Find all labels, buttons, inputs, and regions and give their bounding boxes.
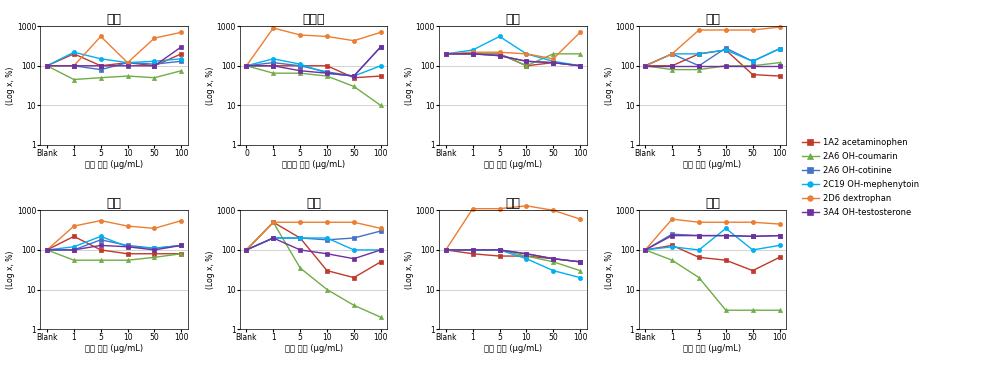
X-axis label: 건강 농도 (μg/mL): 건강 농도 (μg/mL) (683, 160, 742, 169)
Y-axis label: (Log x, %): (Log x, %) (405, 67, 414, 105)
X-axis label: 마황 농도 (μg/mL): 마황 농도 (μg/mL) (683, 344, 742, 353)
Title: 계지: 계지 (505, 197, 520, 210)
Title: 건강: 건강 (705, 13, 720, 26)
X-axis label: 세신 농도 (μg/mL): 세신 농도 (μg/mL) (85, 160, 143, 169)
Y-axis label: (Log x, %): (Log x, %) (605, 251, 614, 289)
Title: 반하: 반하 (107, 197, 122, 210)
X-axis label: 오미자 농도 (μg/mL): 오미자 농도 (μg/mL) (282, 160, 345, 169)
Y-axis label: (Log x, %): (Log x, %) (6, 67, 15, 105)
Y-axis label: (Log x, %): (Log x, %) (605, 67, 614, 105)
X-axis label: 반하 농도 (μg/mL): 반하 농도 (μg/mL) (85, 344, 143, 353)
Y-axis label: (Log x, %): (Log x, %) (206, 67, 215, 105)
X-axis label: 작약 농도 (μg/mL): 작약 농도 (μg/mL) (284, 344, 343, 353)
Y-axis label: (Log x, %): (Log x, %) (206, 251, 215, 289)
Title: 작약: 작약 (306, 197, 322, 210)
Title: 오미자: 오미자 (302, 13, 325, 26)
Title: 감초: 감초 (505, 13, 520, 26)
X-axis label: 감초 농도 (μg/mL): 감초 농도 (μg/mL) (484, 160, 542, 169)
X-axis label: 계지 농도 (μg/mL): 계지 농도 (μg/mL) (484, 344, 542, 353)
Title: 마황: 마황 (705, 197, 720, 210)
Title: 세신: 세신 (107, 13, 122, 26)
Legend: 1A2 acetaminophen, 2A6 OH-coumarin, 2A6 OH-cotinine, 2C19 OH-mephenytoin, 2D6 de: 1A2 acetaminophen, 2A6 OH-coumarin, 2A6 … (800, 137, 920, 219)
Y-axis label: (Log x, %): (Log x, %) (405, 251, 414, 289)
Y-axis label: (Log x, %): (Log x, %) (6, 251, 15, 289)
